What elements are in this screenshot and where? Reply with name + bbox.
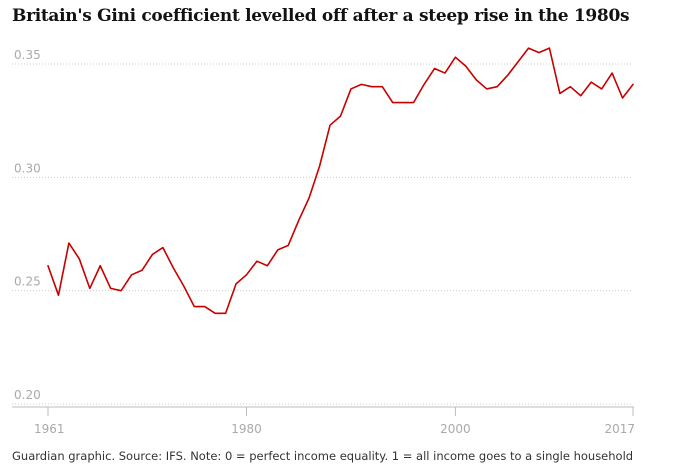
y-tick-label-0.20: 0.20 xyxy=(14,388,41,402)
x-axis: 1961 1980 2000 2017 xyxy=(12,406,635,436)
series-line-0 xyxy=(47,47,634,315)
x-tick-label-2017: 2017 xyxy=(604,422,635,436)
y-axis-ticks: 0.20 0.25 0.30 0.35 xyxy=(14,48,41,402)
y-tick-label-0.30: 0.30 xyxy=(14,161,41,175)
gridlines xyxy=(12,63,633,405)
y-tick-label-0.35: 0.35 xyxy=(14,48,41,62)
x-tick-label-1980: 1980 xyxy=(231,422,262,436)
source-note: Guardian graphic. Source: IFS. Note: 0 =… xyxy=(12,449,634,463)
y-tick-label-0.25: 0.25 xyxy=(14,275,41,289)
chart-title: Britain's Gini coefficient levelled off … xyxy=(12,6,630,26)
gini-line-chart: 0.20 0.25 0.30 0.35 1961 1980 2000 2017 xyxy=(12,47,635,436)
x-tick-label-1961: 1961 xyxy=(34,422,65,436)
series-layer xyxy=(47,47,634,315)
x-tick-label-2000: 2000 xyxy=(440,422,471,436)
